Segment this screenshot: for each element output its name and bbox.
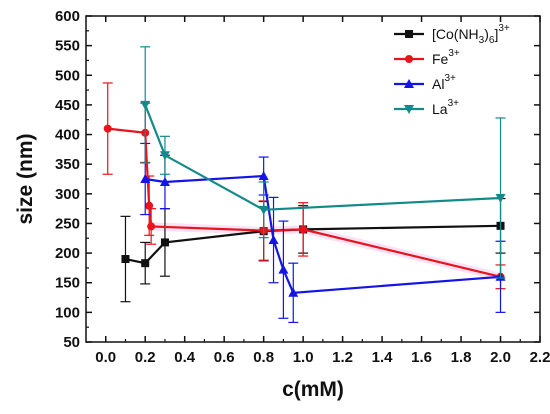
x-tick-label: 0.2 [135, 349, 156, 366]
data-point [160, 238, 169, 247]
x-axis-title: c(mM) [282, 378, 344, 401]
y-tick-label: 550 [55, 38, 80, 55]
highlight-band-shape [151, 222, 501, 281]
y-tick-label: 50 [63, 334, 80, 351]
legend-item: Fe3+ [394, 48, 460, 67]
data-point [140, 100, 151, 110]
x-tick-label: 2.0 [490, 349, 511, 366]
data-point [121, 255, 130, 264]
x-tick-label: 1.8 [451, 349, 472, 366]
x-tick-label: 1.4 [372, 349, 394, 366]
data-point [288, 287, 299, 297]
data-point [258, 205, 269, 215]
plot-frame [85, 15, 541, 343]
legend-item: [Co(NH3)6]3+ [394, 23, 510, 46]
series-la [140, 46, 506, 279]
series-layer [102, 46, 506, 324]
x-tick-label: 2.2 [530, 349, 550, 366]
y-tick-label: 200 [55, 245, 80, 262]
y-axis-title: size (nm) [14, 133, 37, 224]
legend-label: [Co(NH3)6]3+ [432, 23, 510, 46]
y-tick-label: 600 [55, 8, 80, 25]
data-point [159, 151, 170, 161]
series-conh [120, 197, 506, 303]
tick-labels: 0.0 0.2 0.4 0.6 0.8 1.0 1.2 1.4 1.6 1.8 2.0 2.2 50 10… [55, 8, 550, 366]
y-tick-label: 150 [55, 275, 80, 292]
y-tick-label: 100 [55, 304, 80, 321]
highlight-band [151, 222, 501, 281]
y-tick-label: 450 [55, 97, 80, 114]
data-point [404, 79, 414, 88]
x-tick-label: 1.6 [411, 349, 432, 366]
data-point [258, 171, 269, 181]
legend-item: La3+ [394, 98, 459, 117]
data-point [141, 259, 150, 268]
data-point [140, 174, 151, 183]
axes [85, 15, 541, 343]
legend-label: Fe3+ [432, 48, 460, 67]
data-point [103, 124, 112, 133]
data-point [278, 264, 289, 274]
y-tick-label: 500 [55, 67, 80, 84]
data-point [495, 193, 506, 203]
y-tick-label: 250 [55, 215, 80, 232]
y-tick-label: 400 [55, 127, 80, 144]
x-tick-label: 0.6 [214, 349, 235, 366]
legend: [Co(NH3)6]3+ Fe3+ Al3+ La3+ [394, 23, 510, 117]
data-point [405, 55, 413, 63]
x-tick-label: 0.0 [95, 349, 116, 366]
data-point [405, 30, 413, 38]
data-point [268, 235, 279, 245]
data-point [299, 225, 308, 234]
x-tick-label: 0.4 [174, 349, 196, 366]
x-tick-label: 1.0 [293, 349, 314, 366]
data-point [159, 176, 170, 186]
series-line [144, 104, 501, 211]
data-point [145, 201, 154, 210]
legend-label: La3+ [432, 98, 459, 117]
y-tick-label: 350 [55, 156, 80, 173]
y-tick-label: 300 [55, 186, 80, 203]
x-tick-label: 0.8 [253, 349, 274, 366]
x-tick-label: 1.2 [332, 349, 353, 366]
data-point [147, 222, 156, 231]
data-point [404, 105, 414, 114]
legend-label: Al3+ [432, 73, 456, 92]
legend-item: Al3+ [394, 73, 456, 92]
